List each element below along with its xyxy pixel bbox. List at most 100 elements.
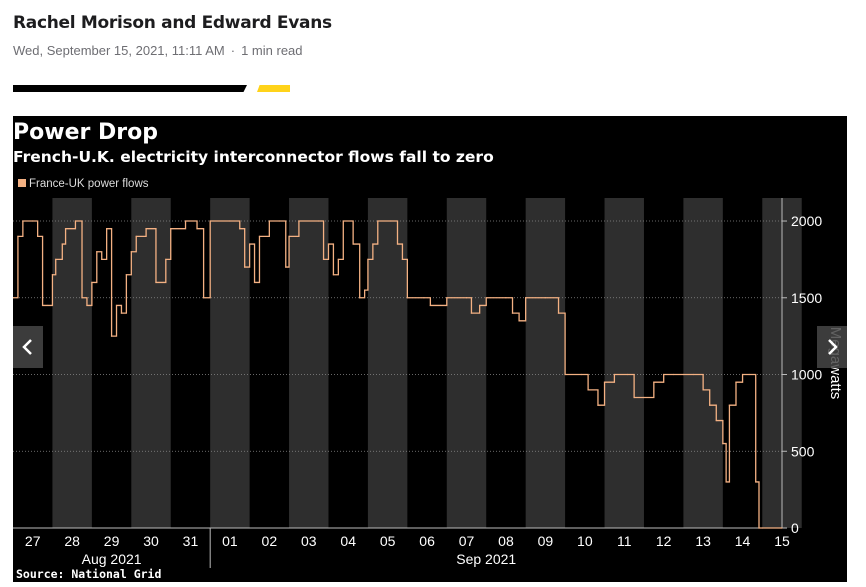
chevron-left-icon (22, 339, 32, 355)
data-point (359, 297, 361, 299)
meta-separator: · (230, 43, 236, 58)
data-point (653, 381, 655, 383)
data-point (580, 373, 583, 376)
data-point (244, 266, 246, 268)
data-point (643, 396, 645, 399)
chart-title: Power Drop (13, 120, 158, 145)
night-band (525, 198, 566, 528)
data-point (64, 228, 67, 230)
data-point (37, 235, 39, 237)
x-tick-label: 06 (419, 533, 435, 549)
data-point (505, 297, 507, 299)
x-tick-label: 08 (498, 533, 514, 549)
prev-slide-button[interactable] (13, 326, 43, 368)
data-point (692, 373, 694, 376)
x-tick-label: 13 (695, 533, 711, 549)
data-point (377, 220, 379, 222)
data-point (318, 220, 320, 222)
data-point (372, 243, 374, 245)
data-point (288, 235, 290, 237)
data-point (268, 220, 270, 222)
x-month-label: Aug 2021 (82, 551, 142, 567)
header-rule (13, 85, 247, 92)
chart-source: Source: National Grid (16, 567, 162, 581)
data-point (209, 220, 211, 222)
data-point (125, 274, 127, 276)
x-tick-label: 29 (104, 533, 120, 549)
data-point (401, 258, 404, 260)
data-point (145, 228, 147, 230)
data-point (633, 396, 635, 399)
data-point (390, 220, 392, 222)
x-tick-label: 01 (222, 533, 238, 549)
x-tick-label: 30 (143, 533, 159, 549)
data-point (479, 304, 481, 307)
next-slide-button[interactable] (817, 326, 847, 368)
data-point (613, 373, 615, 376)
data-point (41, 304, 44, 307)
data-point (81, 297, 83, 299)
data-point (165, 258, 167, 260)
chevron-right-icon (828, 339, 838, 355)
article-authors: Rachel Morison and Edward Evans (13, 13, 332, 33)
data-point (96, 251, 98, 253)
data-point (22, 220, 24, 222)
header-rule-accent (257, 85, 290, 92)
data-point (101, 258, 103, 260)
data-point (298, 220, 300, 222)
x-tick-label: 28 (64, 533, 80, 549)
data-point (327, 243, 330, 245)
y-tick-label: 1500 (791, 290, 822, 306)
chart-subtitle: French-U.K. electricity interconnector f… (13, 148, 494, 166)
data-point (741, 373, 744, 376)
data-point (446, 297, 448, 299)
x-tick-label: 10 (577, 533, 593, 549)
data-point (406, 297, 408, 299)
x-tick-label: 14 (735, 533, 751, 549)
data-point (682, 373, 685, 376)
data-point (61, 243, 63, 245)
data-point (758, 527, 760, 529)
data-point (429, 304, 431, 307)
data-point (203, 297, 205, 299)
data-point (465, 297, 468, 299)
night-band (446, 198, 487, 528)
data-point (17, 235, 19, 237)
y-tick-label: 500 (791, 443, 815, 459)
data-point (196, 228, 198, 230)
data-point (722, 442, 724, 445)
article-meta: Wed, September 15, 2021, 11:11 AM · 1 min … (13, 43, 303, 58)
data-point (170, 228, 172, 230)
data-point (755, 481, 757, 483)
data-point (725, 481, 727, 483)
data-point (672, 373, 675, 376)
night-band (210, 198, 250, 528)
night-band (367, 198, 408, 528)
data-point (423, 297, 425, 299)
article-date: Wed, September 15, 2021, 11:11 AM (13, 43, 225, 58)
data-point (55, 258, 57, 260)
x-tick-label: 04 (340, 533, 356, 549)
data-point (342, 220, 344, 222)
data-point (337, 258, 339, 260)
night-band (604, 198, 644, 528)
data-point (46, 304, 49, 307)
data-point (278, 220, 280, 222)
chart-plot: 0500100015002000Megawatts272829303101020… (13, 198, 844, 568)
data-point (485, 297, 487, 299)
data-point (587, 389, 589, 391)
legend-label: France-UK power flows (29, 178, 149, 190)
data-point (285, 266, 287, 268)
data-point (557, 312, 560, 314)
data-point (439, 304, 441, 307)
x-tick-label: 11 (617, 533, 632, 549)
data-point (735, 381, 737, 383)
data-point (91, 281, 93, 284)
data-point (364, 289, 366, 291)
data-point (51, 274, 54, 276)
data-point (135, 235, 137, 237)
chart-image: Power Drop French-U.K. electricity inter… (13, 116, 847, 582)
data-point (120, 312, 123, 314)
data-point (110, 335, 113, 337)
data-point (332, 274, 335, 276)
